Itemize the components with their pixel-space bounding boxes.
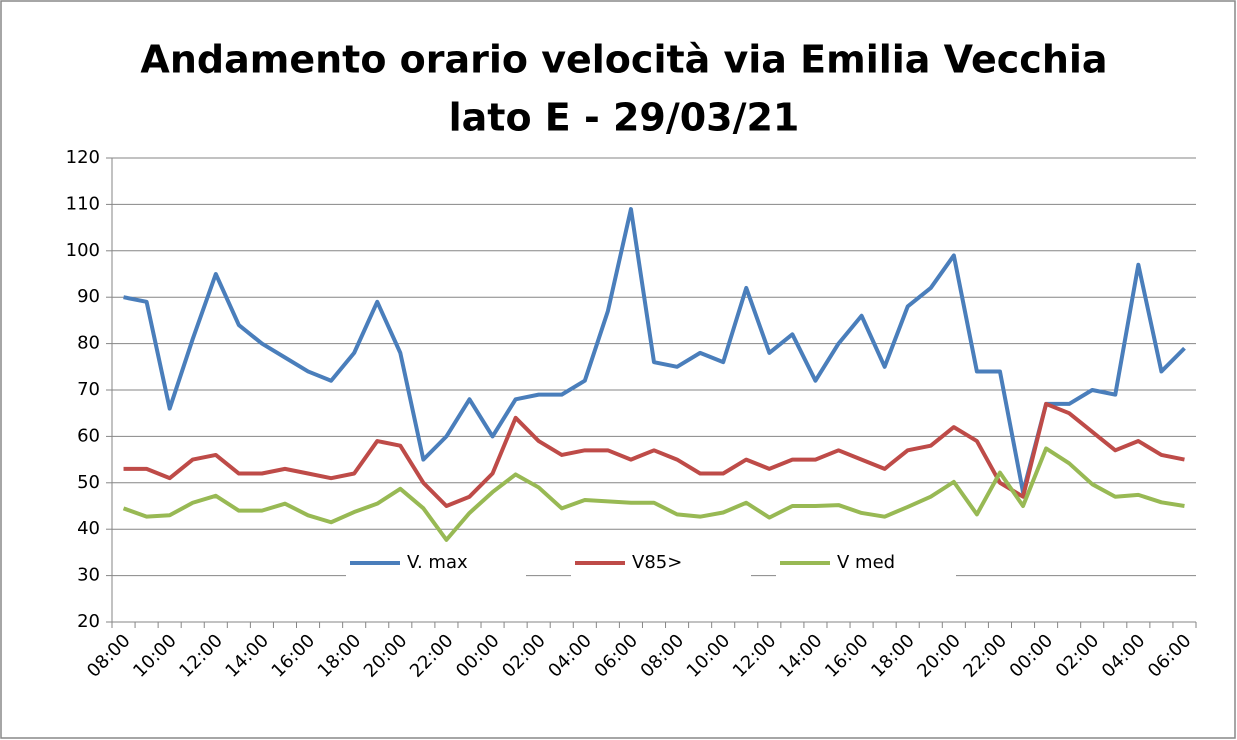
series-line [122,446,1185,542]
y-tick-label: 60 [77,425,100,446]
series-line [123,401,1185,508]
y-tick-label: 100 [66,240,100,261]
series-line [123,207,1186,495]
y-tick-label: 90 [77,286,100,307]
legend-label: V med [837,552,895,573]
y-tick-label: 110 [66,193,100,214]
y-tick-label: 40 [77,518,100,539]
chart-title: lato E - 29/03/21 [449,96,800,140]
y-tick-label: 120 [66,147,100,168]
y-tick-label: 20 [77,611,100,632]
chart-title: Andamento orario velocità via Emilia Vec… [140,38,1107,82]
y-tick-label: 50 [77,472,100,493]
legend-label: V85> [632,552,682,573]
y-tick-label: 30 [77,565,100,586]
y-tick-label: 70 [77,379,100,400]
legend-label: V. max [407,552,468,573]
y-tick-label: 80 [77,333,100,354]
